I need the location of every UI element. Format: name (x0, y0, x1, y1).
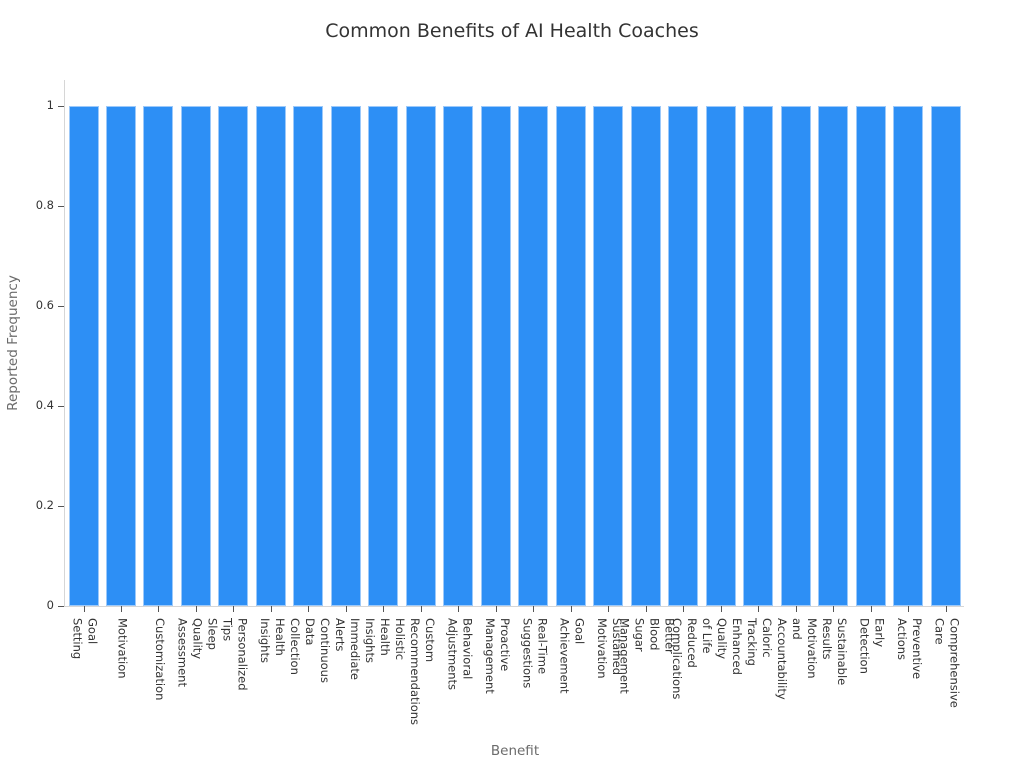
bar (255, 106, 286, 606)
x-tick-mark (308, 606, 310, 612)
x-tick-mark (270, 606, 272, 612)
x-tick-mark (120, 606, 122, 612)
y-tick-mark (58, 606, 64, 607)
x-tick-mark (495, 606, 497, 612)
x-tick-label: Caloric Tracking (745, 618, 775, 666)
bar (705, 106, 736, 606)
x-tick-label: Comprehensive Care (932, 618, 962, 708)
bar (855, 106, 886, 606)
x-tick-mark (195, 606, 197, 612)
y-tick-label: 0.8 (35, 198, 54, 212)
x-tick-label: Holistic Health Insights (362, 618, 407, 663)
x-tick-label: Early Detection (857, 618, 887, 674)
bar (105, 106, 136, 606)
x-tick-mark (345, 606, 347, 612)
x-tick-mark (870, 606, 872, 612)
x-tick-mark (570, 606, 572, 612)
x-tick-label: Immediate Alerts (332, 618, 362, 680)
chart-title: Common Benefits of AI Health Coaches (325, 20, 699, 42)
bar (480, 106, 511, 606)
y-tick-mark (58, 406, 64, 407)
x-tick-label: Behavioral Adjustments (445, 618, 475, 691)
x-tick-mark (908, 606, 910, 612)
x-tick-label: Motivation (115, 618, 130, 679)
bar (368, 106, 399, 606)
y-tick-label: 1 (46, 98, 54, 112)
y-tick-label: 0.2 (35, 498, 54, 512)
x-tick-label: Personalized Tips (220, 618, 250, 691)
x-tick-label: Sustainable Results (820, 618, 850, 686)
bar (668, 106, 699, 606)
x-tick-label: Health Insights (257, 618, 287, 663)
bar (593, 106, 624, 606)
x-tick-label: Motivation and Accountability (775, 618, 820, 700)
x-tick-mark (383, 606, 385, 612)
bar (555, 106, 586, 606)
bar (68, 106, 99, 606)
x-tick-label: Better Blood Sugar Management (617, 618, 677, 694)
x-tick-mark (533, 606, 535, 612)
x-tick-mark (833, 606, 835, 612)
x-tick-mark (83, 606, 85, 612)
x-tick-mark (458, 606, 460, 612)
y-tick-mark (58, 206, 64, 207)
bar (330, 106, 361, 606)
bar (818, 106, 849, 606)
x-tick-label: Real-Time Suggestions (520, 618, 550, 689)
x-tick-mark (608, 606, 610, 612)
x-tick-mark (945, 606, 947, 612)
bar (930, 106, 961, 606)
x-tick-mark (720, 606, 722, 612)
x-axis-label: Benefit (490, 743, 540, 759)
bar (518, 106, 549, 606)
x-tick-mark (795, 606, 797, 612)
y-tick-label: 0 (46, 598, 54, 612)
bar (293, 106, 324, 606)
x-tick-mark (233, 606, 235, 612)
x-tick-mark (683, 606, 685, 612)
x-tick-label: Custom Recommendations (407, 618, 437, 726)
x-tick-mark (158, 606, 160, 612)
bar (180, 106, 211, 606)
bar (143, 106, 174, 606)
y-tick-label: 0.6 (35, 298, 54, 312)
x-tick-label: Sustained Motivation (595, 618, 625, 679)
x-axis-line (64, 606, 964, 607)
bar (405, 106, 436, 606)
y-tick-label: 0.4 (35, 398, 54, 412)
bar (743, 106, 774, 606)
y-axis-label: Reported Frequency (5, 275, 21, 411)
x-tick-label: Proactive Management (482, 618, 512, 694)
x-tick-label: Continuous Data Collection (287, 618, 332, 683)
x-tick-mark (758, 606, 760, 612)
x-tick-label: Reduced Complications (670, 618, 700, 700)
x-tick-label: Sleep Quality Assessment (175, 618, 220, 687)
x-tick-label: Enhanced Quality of Life (700, 618, 745, 675)
bar (893, 106, 924, 606)
bar (630, 106, 661, 606)
x-tick-mark (645, 606, 647, 612)
bar (780, 106, 811, 606)
y-tick-mark (58, 506, 64, 507)
y-axis-line (64, 80, 65, 607)
y-tick-mark (58, 306, 64, 307)
bar (443, 106, 474, 606)
x-tick-label: Customization (152, 618, 167, 701)
x-tick-label: Goal Achievement (557, 618, 587, 694)
x-tick-label: Goal Setting (70, 618, 100, 660)
bar (218, 106, 249, 606)
x-tick-label: Preventive Actions (895, 618, 925, 680)
x-tick-mark (420, 606, 422, 612)
y-tick-mark (58, 106, 64, 107)
